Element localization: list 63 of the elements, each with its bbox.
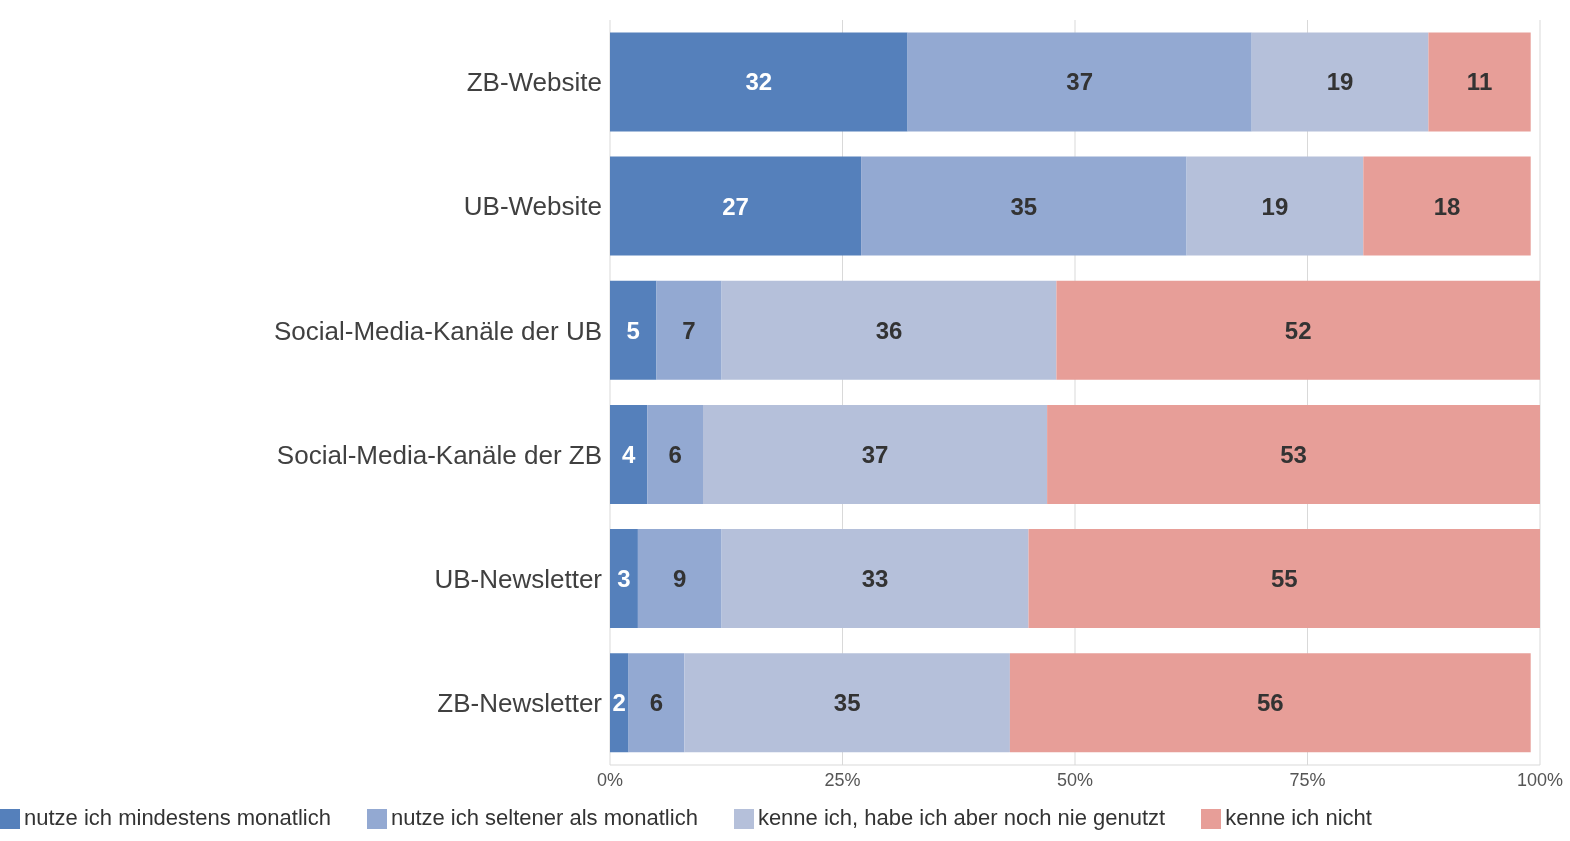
y-tick-label: Social-Media-Kanäle der ZB: [276, 439, 602, 470]
data-label: 11: [1466, 68, 1493, 96]
data-label: 19: [1326, 68, 1354, 96]
x-tick-label: 75%: [1289, 769, 1326, 790]
data-label: 36: [875, 316, 903, 344]
data-label: 56: [1256, 689, 1284, 717]
bar: [610, 32, 908, 132]
bar: [703, 404, 1048, 504]
bar: [637, 529, 722, 629]
bar: [610, 404, 648, 504]
data-label: 37: [1066, 68, 1093, 96]
legend-label: kenne ich nicht: [1225, 805, 1372, 830]
bar: [1047, 404, 1540, 504]
bar: [1186, 156, 1364, 256]
data-label: 35: [833, 689, 861, 717]
data-label: 9: [673, 565, 687, 593]
bar: [1028, 529, 1540, 629]
y-tick-label: ZB-Newsletter: [437, 688, 603, 719]
bar: [1428, 32, 1531, 132]
data-label: 5: [626, 316, 640, 344]
bar: [610, 280, 657, 380]
bar: [1009, 653, 1531, 753]
bar: [628, 653, 685, 753]
data-label: 7: [682, 316, 696, 344]
x-tick-label: 100%: [1516, 769, 1564, 790]
bar: [656, 280, 722, 380]
bar: [1251, 32, 1429, 132]
data-label: 2: [612, 689, 626, 717]
data-label: 32: [745, 68, 773, 96]
data-label: 6: [668, 440, 682, 468]
y-tick-label: Social-Media-Kanäle der UB: [273, 315, 602, 346]
data-label: 19: [1261, 192, 1289, 220]
bar: [684, 653, 1010, 753]
bar: [721, 529, 1029, 629]
legend-label: nutze ich mindestens monatlich: [24, 805, 331, 830]
data-label: 53: [1280, 440, 1307, 468]
x-tick-label: 0%: [596, 769, 624, 790]
y-tick-label: UB-Newsletter: [434, 563, 603, 594]
y-tick-label: UB-Website: [463, 191, 602, 222]
x-tick-label: 50%: [1056, 769, 1094, 790]
data-label: 33: [861, 565, 889, 593]
bar: [610, 529, 638, 629]
data-label: 27: [722, 192, 749, 220]
bar: [1056, 280, 1540, 380]
bar: [610, 653, 629, 753]
data-label: 35: [1010, 192, 1038, 220]
data-label: 4: [621, 440, 636, 468]
bar: [861, 156, 1187, 256]
data-label: 6: [649, 689, 664, 717]
y-tick-label: ZB-Website: [466, 67, 602, 98]
legend-label: nutze ich seltener als monatlich: [390, 805, 698, 830]
data-label: 37: [861, 440, 889, 468]
data-label: 55: [1270, 565, 1298, 593]
bar: [721, 280, 1057, 380]
data-label: 18: [1433, 192, 1461, 220]
bar: [647, 404, 703, 504]
data-label: 52: [1284, 316, 1312, 344]
bar: [907, 32, 1252, 132]
data-label: 3: [617, 565, 631, 593]
bar: [610, 156, 862, 256]
x-tick-label: 25%: [824, 769, 861, 790]
bar: [1363, 156, 1531, 256]
legend-label: kenne ich, habe ich aber noch nie genutzt: [757, 805, 1166, 830]
